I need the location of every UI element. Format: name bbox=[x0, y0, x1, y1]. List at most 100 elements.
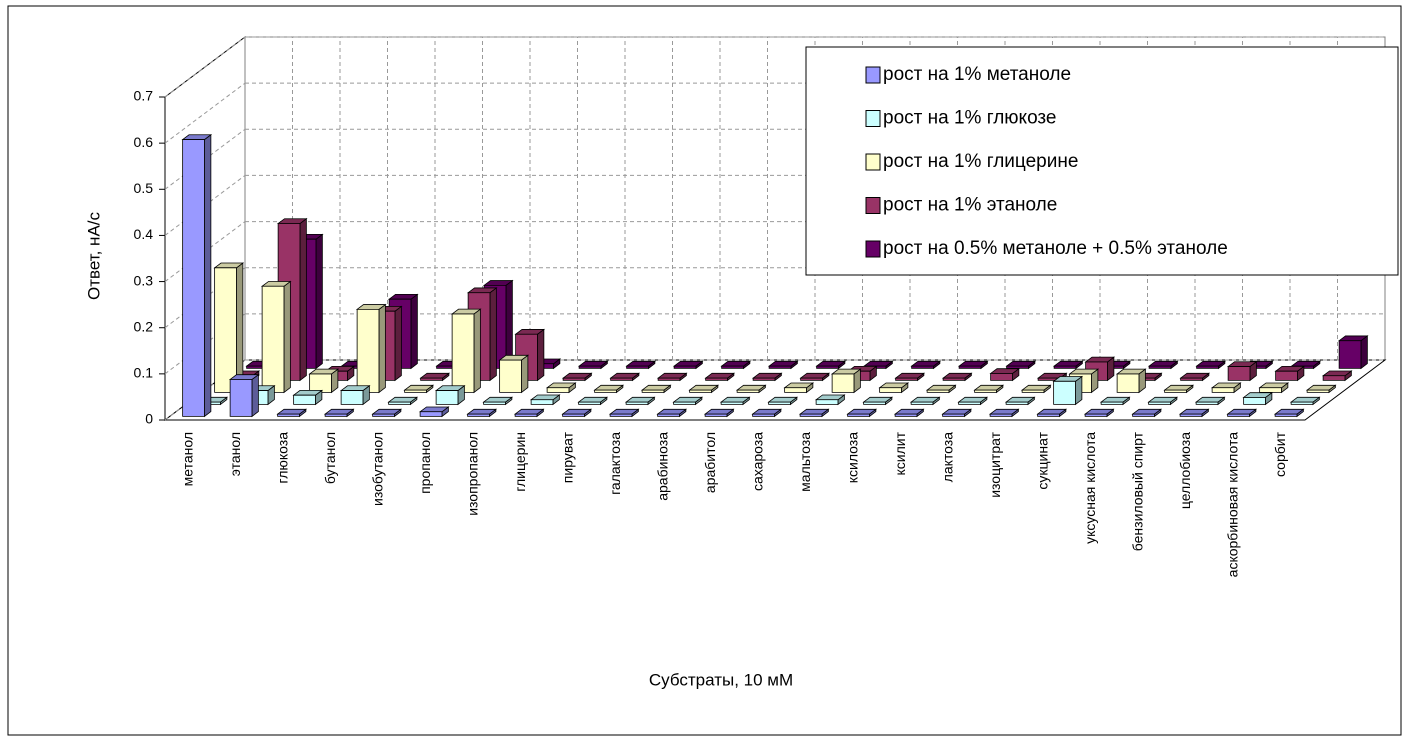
bar-front bbox=[1196, 365, 1219, 369]
bar bbox=[830, 368, 862, 394]
bar bbox=[387, 396, 419, 406]
bar bbox=[672, 396, 704, 406]
bar bbox=[292, 389, 324, 406]
bar-front bbox=[578, 365, 602, 369]
bar-front bbox=[514, 413, 538, 417]
bar-front bbox=[815, 399, 839, 405]
x-tick-label: мальтоза bbox=[797, 432, 813, 492]
bar bbox=[577, 396, 609, 406]
x-tick-label: сорбит bbox=[1272, 431, 1288, 477]
x-tick-label: аскорбиновая кислота bbox=[1224, 432, 1240, 578]
bar bbox=[529, 394, 561, 406]
bar bbox=[1273, 408, 1305, 418]
bar bbox=[767, 396, 799, 406]
bar bbox=[1005, 360, 1037, 370]
bar-front bbox=[942, 413, 965, 417]
y-tick-label: 0 bbox=[145, 411, 153, 427]
bar bbox=[767, 360, 799, 370]
legend-swatch bbox=[865, 110, 881, 127]
bar-front bbox=[356, 308, 380, 393]
bar-front bbox=[911, 365, 934, 369]
x-tick-label: глюкоза bbox=[274, 432, 290, 484]
x-tick-label: бутанол bbox=[322, 432, 338, 484]
bar-front bbox=[530, 399, 554, 405]
bar bbox=[577, 360, 609, 370]
x-tick-label: арабиноза bbox=[654, 432, 670, 501]
bar-front bbox=[1037, 413, 1060, 417]
bar bbox=[941, 372, 973, 382]
bar-front bbox=[1148, 365, 1172, 369]
bar-front bbox=[1322, 375, 1346, 381]
bar-front bbox=[1227, 413, 1250, 417]
bar-front bbox=[609, 413, 633, 417]
bar bbox=[703, 408, 735, 418]
bar-front bbox=[1275, 370, 1298, 381]
bar-front bbox=[388, 401, 411, 405]
bar-front bbox=[626, 365, 649, 369]
grid-line bbox=[164, 36, 246, 98]
bar-front bbox=[1164, 389, 1187, 393]
bar bbox=[989, 367, 1021, 382]
bar bbox=[624, 396, 656, 406]
legend-swatch bbox=[865, 240, 881, 258]
bar-side bbox=[236, 262, 244, 394]
bar-front bbox=[704, 413, 728, 417]
bar-side bbox=[410, 293, 418, 370]
bar-front bbox=[1180, 377, 1203, 381]
y-axis-title: Ответ, нА/с bbox=[84, 211, 103, 300]
bar-front bbox=[1100, 401, 1124, 405]
bar bbox=[672, 360, 704, 370]
bar bbox=[688, 384, 720, 394]
bar bbox=[656, 372, 688, 382]
bar bbox=[925, 384, 957, 394]
bar bbox=[181, 133, 213, 418]
bar bbox=[1194, 396, 1226, 406]
legend-label: рост на 1% глицерине bbox=[883, 151, 1078, 172]
bar-front bbox=[451, 313, 475, 393]
bar-front bbox=[942, 377, 966, 381]
bar bbox=[1242, 391, 1274, 406]
bar bbox=[1210, 382, 1242, 394]
bar-front bbox=[1338, 340, 1362, 369]
bar-front bbox=[467, 413, 490, 417]
bar-front bbox=[974, 389, 997, 393]
x-tick-label: сахароза bbox=[749, 432, 765, 491]
bar-front bbox=[404, 389, 427, 393]
bar-front bbox=[562, 413, 585, 417]
bar-front bbox=[261, 285, 285, 393]
bar bbox=[513, 408, 545, 418]
bar-front bbox=[1243, 397, 1266, 405]
bar-front bbox=[1259, 387, 1282, 393]
bar bbox=[450, 308, 482, 394]
bar-front bbox=[1290, 401, 1314, 405]
bar-front bbox=[578, 401, 601, 405]
bar bbox=[1131, 408, 1163, 418]
bar bbox=[625, 360, 657, 370]
bar bbox=[1083, 408, 1115, 418]
legend-label: рост на 1% глюкозе bbox=[883, 108, 1057, 129]
x-tick-label: уксусная кислота bbox=[1082, 432, 1098, 544]
bar-front bbox=[562, 377, 586, 381]
bar bbox=[799, 372, 831, 382]
bar-side bbox=[204, 133, 212, 418]
bar bbox=[1195, 360, 1227, 370]
bar-front bbox=[958, 365, 982, 369]
bar-front bbox=[799, 413, 823, 417]
x-tick-label: арабитол bbox=[702, 432, 718, 493]
bar bbox=[228, 373, 260, 418]
y-tick-label: 0.1 bbox=[134, 365, 154, 381]
bar-side bbox=[283, 280, 291, 394]
bar bbox=[1337, 335, 1369, 370]
x-tick-label: изопропанол bbox=[464, 432, 480, 516]
bar bbox=[482, 396, 514, 406]
bar-front bbox=[816, 365, 839, 369]
bar bbox=[1036, 408, 1068, 418]
bar-side bbox=[378, 303, 386, 394]
bar-side bbox=[489, 287, 497, 382]
bar bbox=[1147, 360, 1179, 370]
bar-front bbox=[214, 267, 237, 393]
bar-front bbox=[229, 379, 253, 417]
bar bbox=[1004, 396, 1036, 406]
x-tick-label: целлобиоза bbox=[1177, 432, 1193, 509]
bar-side bbox=[1360, 335, 1368, 370]
